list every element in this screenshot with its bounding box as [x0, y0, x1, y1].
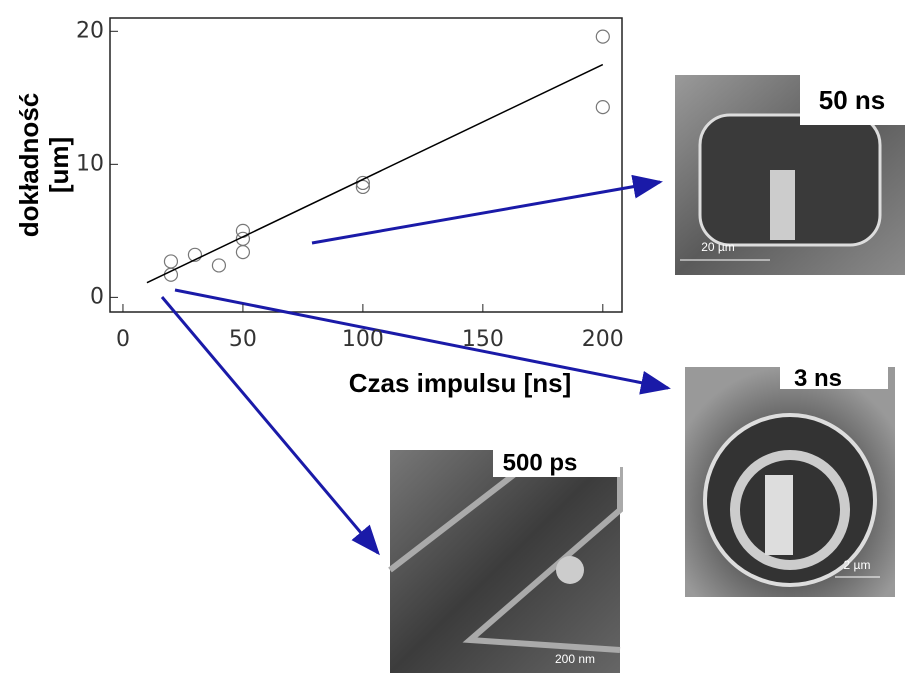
sem-image: 3 ns 2 µm: [685, 365, 895, 597]
x-tick-label: 150: [462, 327, 504, 352]
scale-label: 20 µm: [701, 240, 735, 254]
sem-image: 500 ps 200 nm: [390, 449, 620, 673]
scale-label: 2 µm: [844, 558, 871, 572]
image-label: 50 ns: [819, 85, 886, 115]
sem-image: 50 ns 20 µm: [675, 75, 905, 275]
data-point: [164, 255, 177, 268]
fit-line: [147, 65, 603, 283]
image-label: 3 ns: [794, 365, 842, 392]
data-point: [236, 246, 249, 259]
arrow: [312, 182, 660, 243]
plot-frame: [110, 18, 622, 312]
scale-label: 200 nm: [555, 652, 595, 666]
x-tick-label: 100: [342, 327, 384, 352]
x-tick-label: 50: [229, 327, 257, 352]
y-tick-label: 10: [76, 151, 104, 176]
image-label: 500 ps: [503, 449, 578, 476]
y-axis-label: [um]: [44, 137, 74, 193]
y-tick-label: 20: [76, 18, 104, 43]
data-point: [164, 268, 177, 281]
page: Czas impulsu [ns] dokładność [um] 50 ns …: [0, 0, 906, 673]
y-axis-label: dokładność: [14, 93, 44, 237]
data-point: [212, 259, 225, 272]
y-tick-label: 0: [90, 284, 104, 309]
x-axis-label: Czas impulsu [ns]: [349, 368, 571, 398]
data-point: [596, 30, 609, 43]
x-tick-label: 200: [582, 327, 624, 352]
x-tick-label: 0: [116, 327, 130, 352]
data-point: [596, 101, 609, 114]
